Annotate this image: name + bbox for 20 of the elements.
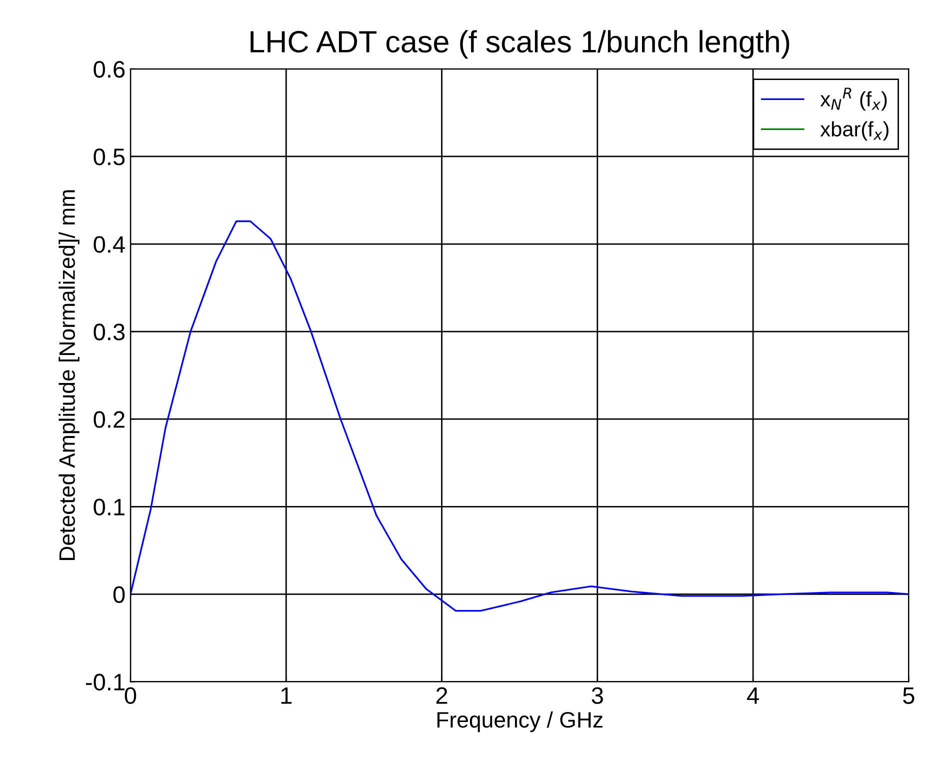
line-series [130, 220, 909, 612]
x-tick-label: 0 [124, 687, 136, 704]
legend-label: x$_{N}$$^{R}$ (f$_{x}$) [820, 88, 887, 111]
y-tick-label: 0.2 [94, 411, 124, 428]
x-tick-label: 4 [747, 687, 759, 704]
x-axis-title: Frequency / GHz [437, 711, 602, 732]
x-tick-label: 1 [281, 687, 292, 704]
chart-title: LHC ADT case (f scales 1/bunch length) [250, 30, 790, 59]
y-tick-label: 0.1 [94, 498, 124, 516]
x-tick-label: 5 [903, 687, 914, 704]
x-tick-label: 2 [436, 687, 448, 704]
x-tick-label: 3 [592, 687, 603, 704]
y-axis-title: Detected Amplitude [Normalized]/ mm [58, 190, 80, 560]
y-tick-label: 0.4 [94, 236, 125, 253]
y-tick-label: 0.3 [94, 324, 125, 340]
y-tick-label: 0.5 [94, 148, 125, 166]
legend-label: xbar(f$_{x}$) [820, 121, 888, 141]
y-tick-label: -0.1 [86, 674, 124, 691]
y-tick-label: 0 [113, 586, 125, 603]
y-tick-label: 0.6 [94, 61, 125, 78]
